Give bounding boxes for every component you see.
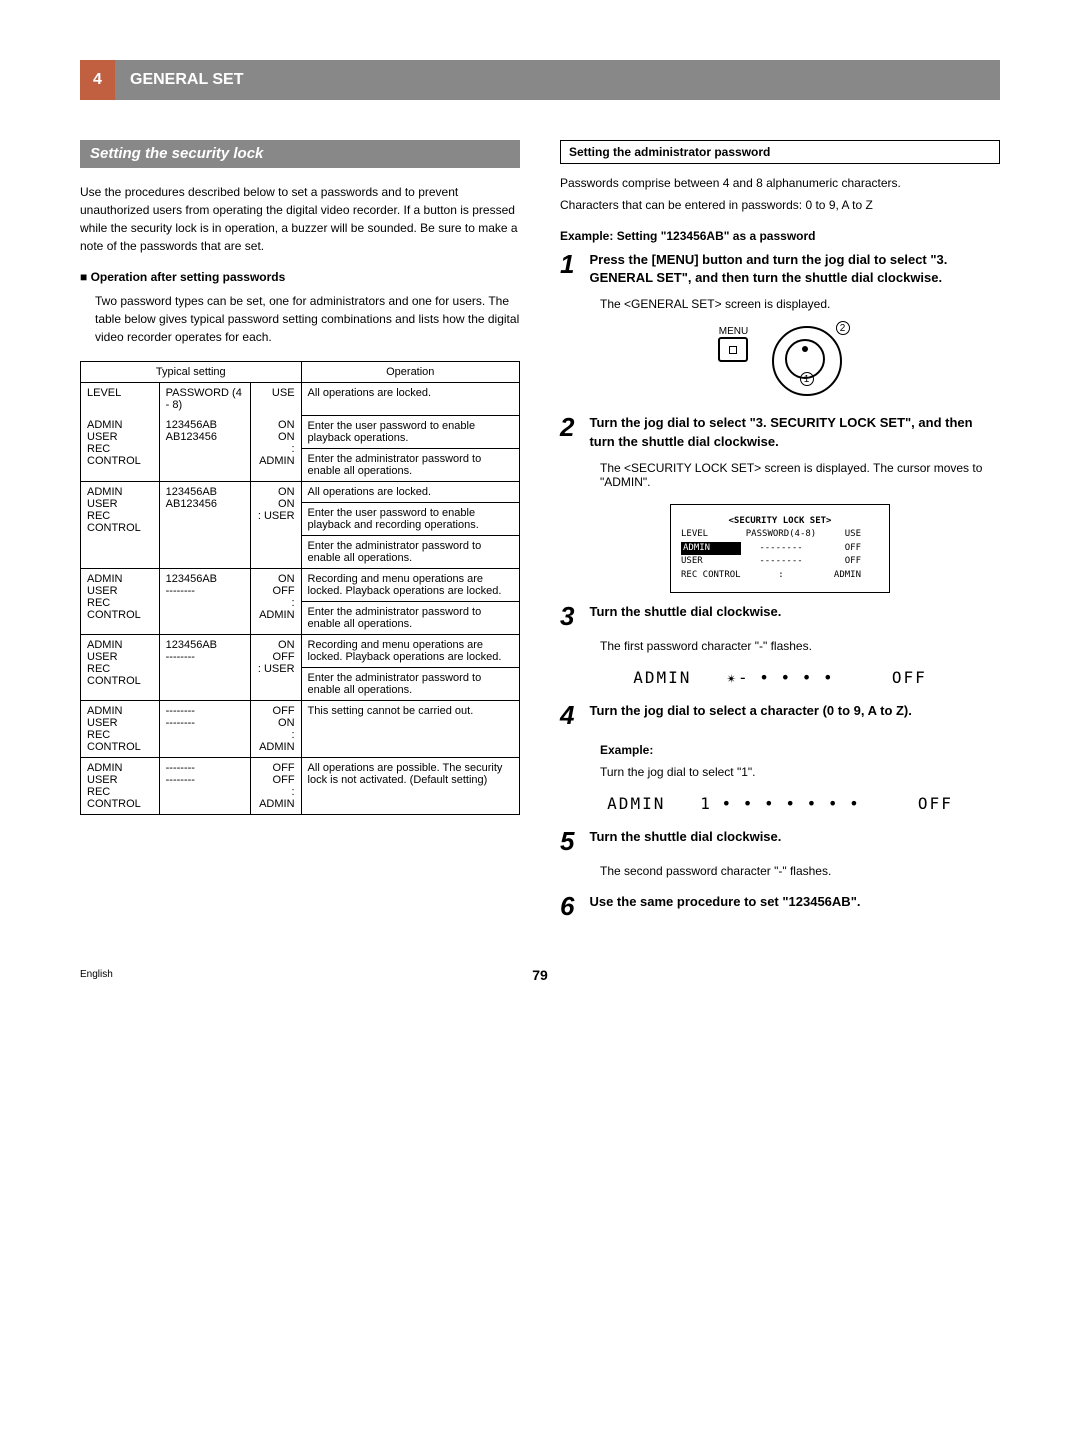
lcd-display-1: ADMIN ✴- • • • • OFF [560,668,1000,687]
intro-text: Use the procedures described below to se… [80,183,520,255]
step-5: 5 Turn the shuttle dial clockwise. [560,828,1000,854]
pwd-desc-1: Passwords comprise between 4 and 8 alpha… [560,174,1000,192]
setting-cell: ADMINUSERREC CONTROL [81,568,160,634]
setting-cell: ONOFF: USER [250,634,301,700]
header-number: 4 [80,60,115,100]
op-cell: This setting cannot be carried out. [301,700,519,757]
step-1: 1 Press the [MENU] button and turn the j… [560,251,1000,287]
op-cell: All operations are possible. The securit… [301,757,519,814]
header-bar: 4 GENERAL SET [80,60,1000,100]
setting-cell: 123456ABAB123456 [159,415,250,481]
op-cell: Enter the administrator password to enab… [301,667,519,700]
setting-cell: OFFON: ADMIN [250,700,301,757]
step-title: Press the [MENU] button and turn the jog… [589,251,1000,287]
op-cell: Recording and menu operations are locked… [301,568,519,601]
th-level: LEVEL [81,383,160,416]
step-title: Turn the shuttle dial clockwise. [589,603,781,629]
table-header-operation: Operation [301,362,519,383]
step-num: 1 [560,251,574,287]
th-use: USE [250,383,301,416]
op-cell: Recording and menu operations are locked… [301,634,519,667]
step-num: 4 [560,702,574,728]
section-title-bar: Setting the security lock [80,140,520,168]
step-4: 4 Turn the jog dial to select a characte… [560,702,1000,728]
admin-password-box: Setting the administrator password [560,140,1000,164]
footer-lang: English [80,969,113,980]
setting-cell: ---------------- [159,700,250,757]
setting-cell: ADMINUSERREC CONTROL [81,634,160,700]
op-cell: Enter the user password to enable playba… [301,502,519,535]
password-table: Typical setting Operation LEVEL PASSWORD… [80,361,520,815]
op-cell: Enter the administrator password to enab… [301,601,519,634]
step-num: 3 [560,603,574,629]
footer: English 79 [80,969,1000,980]
example-title: Example: Setting "123456AB" as a passwor… [560,229,1000,243]
menu-dial-diagram: MENU 2 1 [560,326,1000,399]
step-body: The <SECURITY LOCK SET> screen is displa… [600,461,1000,489]
setting-cell: ONON: USER [250,481,301,568]
page-number: 79 [532,967,548,983]
step-body: The second password character "-" flashe… [600,864,1000,878]
menu-label: MENU [718,326,748,337]
left-column: Setting the security lock Use the proced… [80,140,520,929]
setting-cell: ---------------- [159,757,250,814]
step-num: 5 [560,828,574,854]
security-screen: <SECURITY LOCK SET> LEVELPASSWORD(4-8)US… [670,504,890,594]
example-label: Example: [600,743,1000,757]
step-num: 6 [560,893,574,919]
op-cell: All operations are locked. [301,383,519,416]
setting-cell: ADMINUSERREC CONTROL [81,700,160,757]
step-3: 3 Turn the shuttle dial clockwise. [560,603,1000,629]
operation-text: Two password types can be set, one for a… [95,292,520,346]
jog-dial-icon: 2 1 [772,326,842,396]
step-2: 2 Turn the jog dial to select "3. SECURI… [560,414,1000,450]
setting-cell: 123456AB-------- [159,568,250,634]
step-title: Turn the shuttle dial clockwise. [589,828,781,854]
setting-cell: 123456AB-------- [159,634,250,700]
step-title: Turn the jog dial to select "3. SECURITY… [589,414,1000,450]
example-text: Turn the jog dial to select "1". [600,765,1000,779]
setting-cell: ONON: ADMIN [250,415,301,481]
setting-cell: ADMINUSERREC CONTROL [81,415,160,481]
table-header-setting: Typical setting [81,362,302,383]
setting-cell: ONOFF: ADMIN [250,568,301,634]
setting-cell: OFFOFF: ADMIN [250,757,301,814]
step-body: The first password character "-" flashes… [600,639,1000,653]
content-area: Setting the security lock Use the proced… [80,140,1000,929]
step-title: Use the same procedure to set "123456AB"… [589,893,860,919]
op-cell: Enter the administrator password to enab… [301,448,519,481]
setting-cell: 123456ABAB123456 [159,481,250,568]
step-title: Turn the jog dial to select a character … [589,702,911,728]
lcd-display-2: ADMIN 1 • • • • • • • OFF [560,794,1000,813]
right-column: Setting the administrator password Passw… [560,140,1000,929]
header-title: GENERAL SET [130,71,244,89]
menu-button-icon [718,337,748,362]
step-6: 6 Use the same procedure to set "123456A… [560,893,1000,919]
setting-cell: ADMINUSERREC CONTROL [81,481,160,568]
section-title: Setting the security lock [90,145,263,162]
step-body: The <GENERAL SET> screen is displayed. [600,297,1000,311]
step-num: 2 [560,414,574,450]
op-cell: Enter the administrator password to enab… [301,535,519,568]
operation-title: Operation after setting passwords [80,270,520,284]
pwd-desc-2: Characters that can be entered in passwo… [560,196,1000,214]
op-cell: Enter the user password to enable playba… [301,415,519,448]
th-pwd: PASSWORD (4 - 8) [159,383,250,416]
setting-cell: ADMINUSERREC CONTROL [81,757,160,814]
op-cell: All operations are locked. [301,481,519,502]
